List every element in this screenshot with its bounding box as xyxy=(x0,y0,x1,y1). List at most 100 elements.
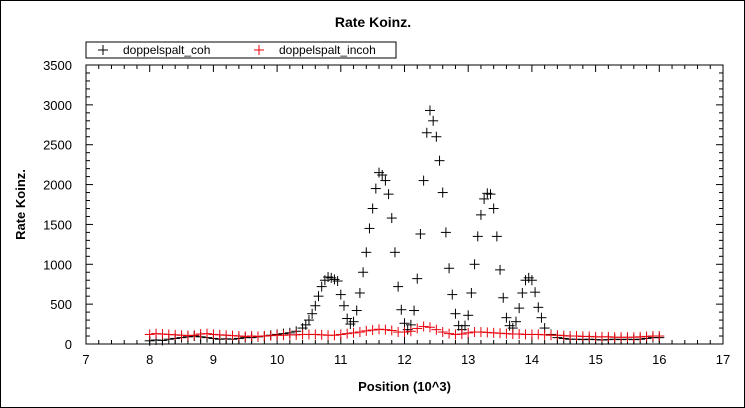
data-point xyxy=(386,325,397,336)
data-point xyxy=(536,312,547,323)
data-point xyxy=(189,330,200,341)
data-point xyxy=(501,312,512,323)
data-point xyxy=(450,308,461,319)
legend-marker xyxy=(98,45,108,55)
data-point xyxy=(354,327,365,338)
data-point xyxy=(399,318,410,329)
data-point xyxy=(386,213,397,224)
data-point xyxy=(447,289,458,300)
data-point xyxy=(332,276,343,287)
data-point xyxy=(533,302,544,313)
data-point xyxy=(361,325,372,336)
x-tick-label: 17 xyxy=(716,352,730,367)
x-tick-label: 12 xyxy=(397,352,411,367)
data-point xyxy=(335,329,346,340)
data-point xyxy=(338,300,349,311)
data-point xyxy=(485,189,496,200)
axis-ticks xyxy=(85,64,724,345)
data-point xyxy=(364,223,375,234)
data-point xyxy=(303,315,314,326)
series-doppelspalt_incoh xyxy=(144,321,665,343)
plot-area xyxy=(85,64,724,345)
data-point xyxy=(654,331,665,342)
data-point xyxy=(342,328,353,339)
data-point xyxy=(351,305,362,316)
data-point xyxy=(367,203,378,214)
y-tick-label: 2500 xyxy=(43,138,72,153)
data-point xyxy=(424,105,435,116)
data-point xyxy=(412,323,423,334)
series-doppelspalt_coh xyxy=(144,105,665,346)
y-axis-label: Rate Koinz. xyxy=(13,169,28,240)
data-point xyxy=(437,187,448,198)
data-point xyxy=(329,330,340,341)
data-point xyxy=(418,321,429,332)
data-point xyxy=(313,291,324,302)
x-tick-label: 10 xyxy=(270,352,284,367)
series-layer xyxy=(144,105,665,346)
data-point xyxy=(469,259,480,270)
data-point xyxy=(421,127,432,138)
y-tick-label: 1000 xyxy=(43,257,72,272)
data-point xyxy=(428,115,439,126)
data-point xyxy=(479,193,490,204)
x-tick-label: 7 xyxy=(82,352,89,367)
legend: doppelspalt_coh doppelspalt_incoh xyxy=(85,41,397,59)
legend-marker xyxy=(254,45,264,55)
legend-entry: doppelspalt_incoh xyxy=(279,43,376,57)
x-tick-label: 9 xyxy=(210,352,217,367)
x-tick-label: 8 xyxy=(146,352,153,367)
data-point xyxy=(348,327,359,338)
x-tick-label: 11 xyxy=(334,352,348,367)
data-point xyxy=(466,287,477,298)
data-point xyxy=(399,327,410,338)
data-point xyxy=(530,287,541,298)
data-point xyxy=(514,303,525,314)
data-point xyxy=(370,183,381,194)
chart-title: Rate Koinz. xyxy=(335,14,411,30)
data-point xyxy=(358,267,369,278)
x-tick-label: 14 xyxy=(525,352,539,367)
data-point xyxy=(348,316,359,327)
data-point xyxy=(495,264,506,275)
x-tick-label: 13 xyxy=(461,352,475,367)
data-point xyxy=(517,287,528,298)
data-point xyxy=(460,320,471,331)
data-point xyxy=(488,203,499,214)
data-point xyxy=(354,287,365,298)
data-point xyxy=(440,227,451,238)
data-point xyxy=(418,175,429,186)
data-point xyxy=(431,131,442,142)
data-point xyxy=(409,305,420,316)
data-point xyxy=(412,273,423,284)
data-point xyxy=(472,231,483,242)
legend-box xyxy=(85,41,397,59)
data-point xyxy=(415,228,426,239)
data-point xyxy=(456,329,467,340)
y-tick-label: 0 xyxy=(65,337,72,352)
data-point xyxy=(431,324,442,335)
data-point xyxy=(393,281,404,292)
data-point xyxy=(361,247,372,258)
y-tick-label: 2000 xyxy=(43,178,72,193)
data-point xyxy=(526,275,537,286)
data-point xyxy=(367,325,378,336)
data-point xyxy=(444,263,455,274)
y-tick-label: 1500 xyxy=(43,217,72,232)
data-point xyxy=(377,170,388,181)
data-point xyxy=(498,292,509,303)
data-point xyxy=(335,289,346,300)
data-point xyxy=(396,304,407,315)
data-point xyxy=(475,209,486,220)
data-point xyxy=(342,313,353,324)
data-point xyxy=(307,308,318,319)
data-point xyxy=(434,155,445,166)
data-point xyxy=(510,316,521,327)
data-point xyxy=(310,300,321,311)
data-point xyxy=(463,310,474,321)
data-point xyxy=(316,281,327,292)
data-point xyxy=(437,327,448,338)
x-axis-label: Position (10^3) xyxy=(358,379,451,394)
